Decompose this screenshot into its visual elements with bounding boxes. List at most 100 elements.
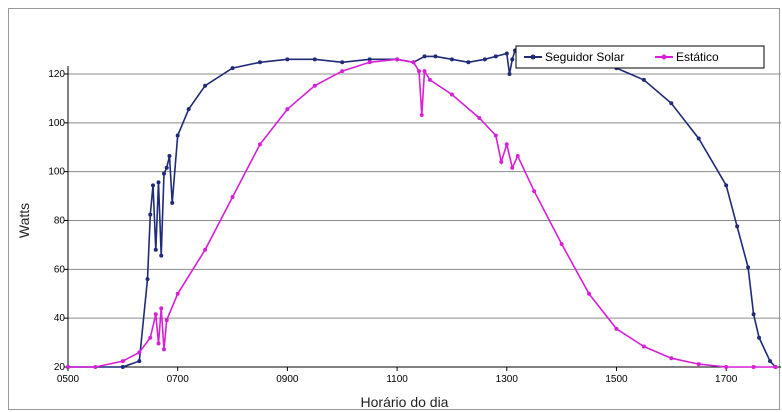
data-point xyxy=(164,318,169,323)
data-point xyxy=(137,350,142,355)
data-point xyxy=(159,253,164,258)
data-point xyxy=(367,60,372,65)
data-point xyxy=(395,57,400,62)
x-tick-label: 1100 xyxy=(386,374,408,385)
data-point xyxy=(137,359,142,364)
data-point xyxy=(145,277,150,282)
data-point xyxy=(411,60,416,65)
data-point xyxy=(153,247,158,252)
data-point xyxy=(466,60,471,65)
data-point xyxy=(504,51,509,56)
data-point xyxy=(504,142,509,147)
legend: Seguidor Solar Estático xyxy=(515,45,765,69)
y-tick-label: 80 xyxy=(54,216,66,227)
data-point xyxy=(427,77,432,82)
data-point xyxy=(449,57,454,62)
data-point xyxy=(161,347,166,352)
x-tick-label: 1300 xyxy=(496,374,519,385)
data-point xyxy=(515,154,520,159)
data-point xyxy=(203,83,208,88)
data-point xyxy=(696,362,701,367)
data-point xyxy=(257,142,262,147)
x-tick-label: 1500 xyxy=(605,374,628,385)
x-tick-label: 1700 xyxy=(715,374,738,385)
data-point xyxy=(641,344,646,349)
data-point xyxy=(757,335,762,340)
data-point xyxy=(230,195,235,200)
data-point xyxy=(433,54,438,59)
data-point xyxy=(148,212,153,217)
y-tick-label: 60 xyxy=(54,264,66,275)
data-point xyxy=(499,159,504,164)
data-point xyxy=(422,69,427,74)
data-point xyxy=(312,57,317,62)
data-point xyxy=(768,359,773,364)
data-point xyxy=(153,312,158,317)
y-tick-label: 20 xyxy=(54,362,66,373)
data-point xyxy=(161,171,166,176)
data-point xyxy=(151,183,156,188)
data-point xyxy=(159,306,164,311)
data-point xyxy=(773,365,778,369)
data-point xyxy=(669,101,674,106)
legend-box xyxy=(515,45,765,69)
data-point xyxy=(641,77,646,82)
y-tick-label: 40 xyxy=(54,313,66,324)
data-point xyxy=(724,365,729,369)
data-point xyxy=(696,136,701,141)
data-point xyxy=(449,92,454,97)
data-point xyxy=(746,265,751,270)
data-point xyxy=(422,54,427,59)
data-point xyxy=(66,365,70,369)
data-point xyxy=(751,365,756,369)
data-point xyxy=(230,66,235,71)
axes xyxy=(67,66,781,368)
data-point xyxy=(669,356,674,361)
data-point xyxy=(614,326,619,331)
data-point xyxy=(493,54,498,59)
data-point xyxy=(477,115,482,120)
line-chart: 20 40 60 80 100 100 120 0500 0700 0900 1100 1300 15… xyxy=(16,45,781,410)
x-tick-label: 0900 xyxy=(276,374,299,385)
y-tick-labels: 20 40 60 80 100 100 120 xyxy=(48,69,65,373)
x-tick-label: 0500 xyxy=(57,374,80,385)
data-point xyxy=(285,107,290,112)
y-tick-label: 120 xyxy=(48,69,65,80)
data-point xyxy=(751,312,756,317)
data-point xyxy=(203,247,208,252)
data-point xyxy=(417,69,422,74)
data-point xyxy=(156,341,161,346)
data-point xyxy=(532,189,537,194)
legend-swatch-marker xyxy=(661,54,667,60)
grid xyxy=(64,73,781,368)
data-point xyxy=(724,183,729,188)
data-point xyxy=(170,200,175,205)
data-point xyxy=(340,60,345,65)
data-point xyxy=(419,113,424,118)
x-tick-label: 0700 xyxy=(167,374,190,385)
data-point xyxy=(148,335,153,340)
x-axis-title: Horário do dia xyxy=(361,394,449,410)
data-point xyxy=(120,359,125,364)
data-point xyxy=(559,241,564,246)
legend-label: Estático xyxy=(676,50,719,64)
data-point xyxy=(735,224,740,229)
data-point xyxy=(175,133,180,138)
series-line-2 xyxy=(68,58,776,368)
data-point xyxy=(186,107,191,112)
data-point xyxy=(312,83,317,88)
data-point xyxy=(257,60,262,65)
data-point xyxy=(340,69,345,74)
data-point xyxy=(367,57,372,62)
data-point xyxy=(156,180,161,185)
data-point xyxy=(510,165,515,170)
data-point xyxy=(93,365,98,369)
data-point xyxy=(482,57,487,62)
data-point xyxy=(510,57,515,62)
data-point xyxy=(285,57,290,62)
data-point xyxy=(167,154,172,159)
data-point xyxy=(587,291,592,296)
series-layer xyxy=(66,48,778,369)
series-line-1 xyxy=(68,49,777,368)
legend-swatch-marker xyxy=(530,54,536,60)
